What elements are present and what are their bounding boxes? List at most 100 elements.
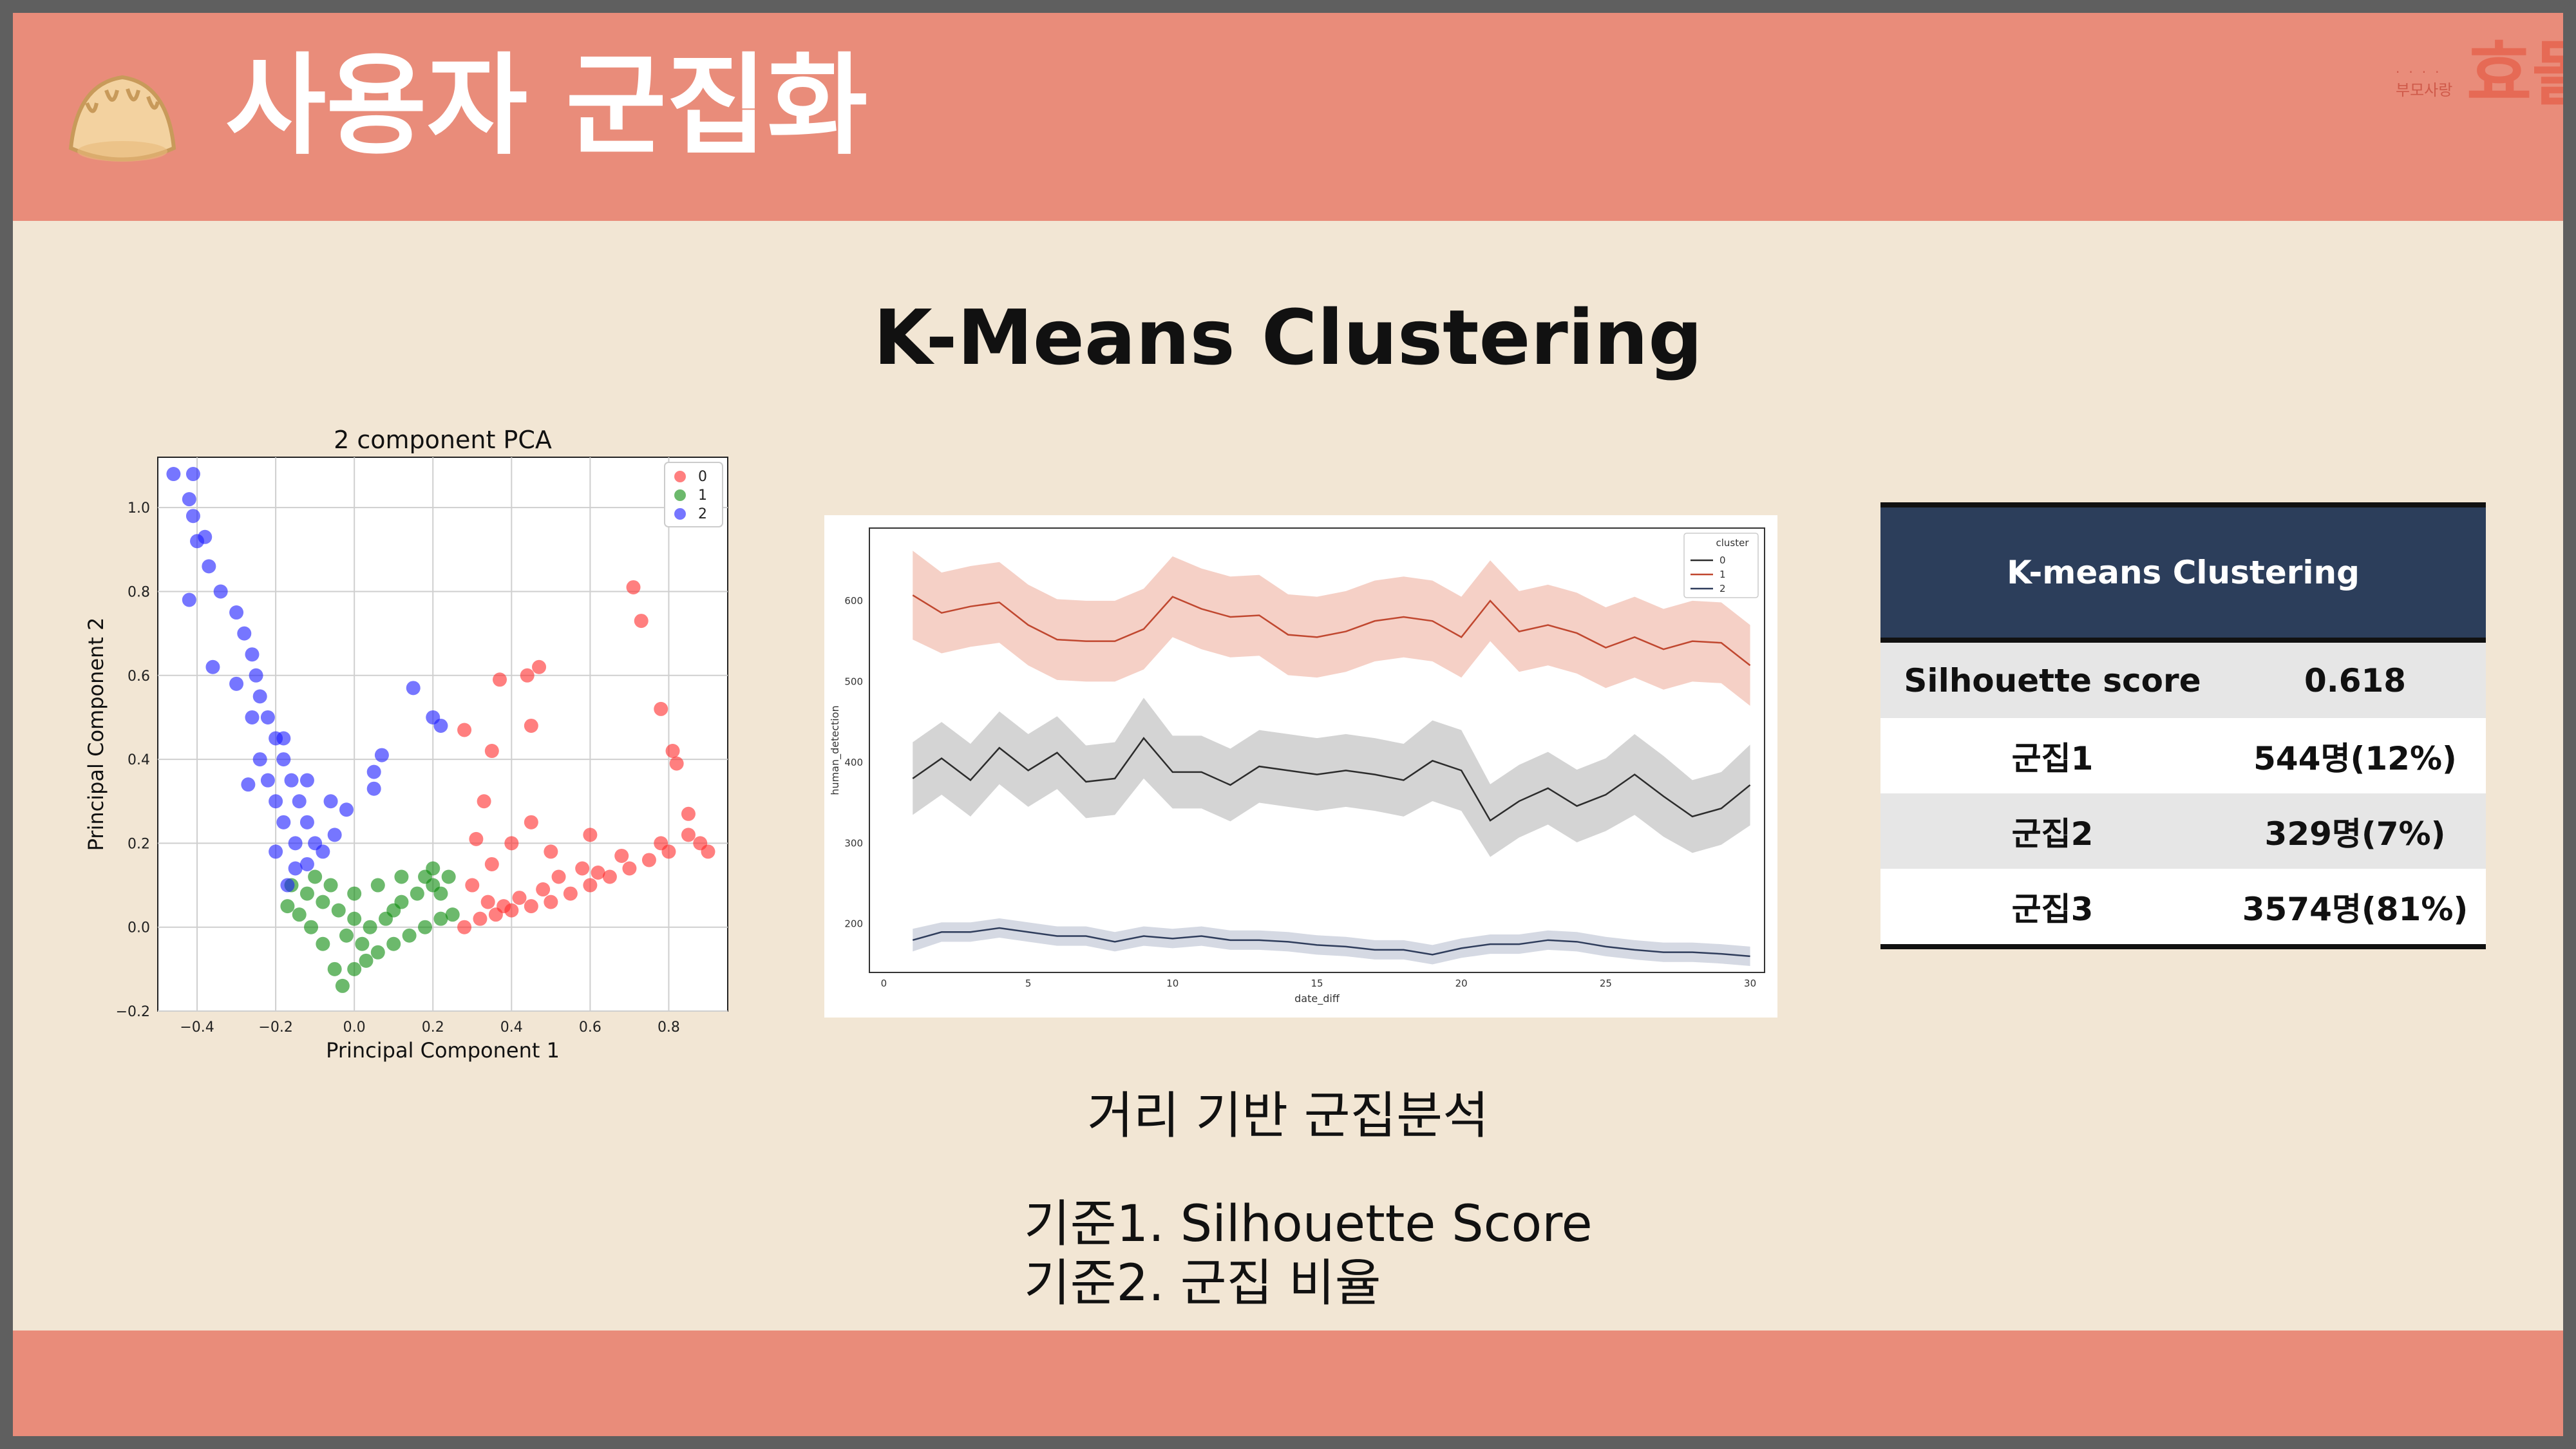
legend-marker [674, 489, 686, 501]
dumpling-icon [68, 75, 176, 162]
scatter-point-cluster-2 [299, 857, 314, 871]
table-header: K-means Clustering [1880, 502, 2486, 643]
y-tick-label: 200 [844, 918, 863, 930]
scatter-point-cluster-1 [433, 911, 448, 926]
scatter-point-cluster-2 [202, 559, 216, 574]
scatter-point-cluster-2 [280, 878, 295, 893]
scatter-point-cluster-1 [316, 895, 330, 909]
scatter-point-cluster-1 [394, 869, 409, 884]
scatter-point-cluster-2 [433, 718, 448, 733]
footer-bar [13, 1331, 2563, 1436]
scatter-point-cluster-2 [213, 584, 228, 599]
x-tick-label: −0.2 [258, 1019, 292, 1036]
scatter-point-cluster-0 [583, 878, 598, 893]
scatter-point-cluster-2 [260, 710, 275, 724]
scatter-point-cluster-0 [669, 756, 684, 771]
scatter-point-cluster-2 [366, 781, 381, 796]
scatter-point-cluster-1 [363, 920, 377, 934]
scatter-point-cluster-0 [634, 614, 649, 629]
scatter-point-cluster-0 [654, 701, 668, 716]
table-row-value: 0.618 [2224, 640, 2486, 718]
scatter-point-cluster-2 [205, 659, 220, 674]
x-axis-label: Principal Component 1 [326, 1038, 560, 1063]
chart-title: 2 component PCA [334, 426, 552, 454]
scatter-point-cluster-2 [229, 676, 244, 691]
x-tick-label: 20 [1455, 978, 1468, 989]
y-axis-label: human_detection [829, 705, 842, 795]
legend-box [1683, 533, 1759, 598]
scatter-point-cluster-1 [347, 886, 362, 901]
scatter-point-cluster-1 [304, 920, 319, 934]
criteria-list: 기준1. Silhouette Score 기준2. 군집 비율 [1024, 1195, 1593, 1313]
cluster-line-chart: 0 5 10 15 20 25 30 200 300 400 500 600 date_diff huma… [824, 515, 1777, 1018]
scatter-point-cluster-0 [480, 895, 495, 909]
scatter-point-cluster-2 [299, 773, 314, 788]
scatter-point-cluster-2 [323, 794, 338, 809]
scatter-point-cluster-0 [544, 895, 558, 909]
scatter-point-cluster-2 [269, 794, 283, 809]
y-tick-label: 0.2 [128, 836, 150, 852]
scatter-point-cluster-0 [524, 899, 538, 914]
table-row-label: 군집2 [1880, 793, 2225, 869]
y-tick-label: 0.8 [128, 584, 150, 600]
x-tick-label: −0.4 [180, 1019, 214, 1036]
scatter-point-cluster-0 [626, 580, 641, 594]
scatter-point-cluster-2 [288, 861, 303, 876]
scatter-point-cluster-1 [327, 961, 342, 976]
scatter-point-cluster-0 [465, 878, 480, 893]
table-row: 군집2 329명(7%) [1880, 793, 2486, 869]
series-line-cluster-0 [912, 737, 1751, 822]
confidence-band-cluster-2 [913, 918, 1750, 966]
scatter-point-cluster-0 [536, 882, 551, 897]
scatter-point-cluster-1 [418, 869, 433, 884]
scatter-point-cluster-0 [575, 861, 590, 876]
x-tick-label: 0.6 [579, 1019, 601, 1036]
scatter-point-cluster-1 [386, 936, 401, 951]
x-axis-label: date_diff [1294, 992, 1340, 1005]
slide: 사용자 군집화 ···· 부모사랑 효돌 K-Means Clustering … [13, 13, 2563, 1436]
x-tick-label: 30 [1744, 978, 1756, 989]
scatter-point-cluster-0 [583, 828, 598, 842]
scatter-point-cluster-1 [331, 903, 346, 918]
scatter-point-cluster-0 [544, 844, 558, 859]
scatter-point-cluster-2 [182, 492, 196, 507]
scatter-point-cluster-2 [252, 752, 267, 767]
scatter-point-cluster-2 [185, 467, 200, 482]
scatter-point-cluster-0 [563, 886, 578, 901]
pca-scatter-svg: −0.4 −0.2 0.0 0.2 0.4 0.6 0.8 −0.2 0.0 0.2 0.4 0.6 0… [84, 426, 728, 1063]
legend-label: 1 [698, 488, 707, 504]
scatter-point-cluster-2 [182, 592, 196, 607]
x-tick-label: 0.4 [500, 1019, 523, 1036]
table-row-value: 544명(12%) [2224, 718, 2486, 793]
scatter-point-cluster-1 [433, 886, 448, 901]
scatter-point-cluster-0 [622, 861, 637, 876]
scatter-point-cluster-2 [299, 815, 314, 829]
brand-dots: ···· [2396, 64, 2448, 80]
scatter-point-cluster-0 [532, 659, 547, 674]
x-tick-label: 0.8 [658, 1019, 680, 1036]
table-row: Silhouette score 0.618 [1880, 640, 2486, 718]
pca-scatter-chart: −0.4 −0.2 0.0 0.2 0.4 0.6 0.8 −0.2 0.0 0.2 0.4 0.6 0… [77, 412, 753, 1069]
legend-label: 0 [1719, 554, 1726, 566]
table-row-label: 군집1 [1880, 718, 2225, 793]
scatter-point-cluster-2 [284, 773, 299, 788]
scatter-point-cluster-0 [693, 836, 708, 851]
table-row: 군집1 544명(12%) [1880, 718, 2486, 793]
scatter-point-cluster-2 [241, 777, 256, 792]
scatter-point-cluster-1 [292, 907, 307, 922]
table-row-label: 군집3 [1880, 869, 2225, 949]
scatter-point-cluster-2 [229, 605, 244, 620]
x-tick-label: 15 [1311, 978, 1323, 989]
brand-logo: ···· 부모사랑 효돌 [2396, 32, 2563, 122]
scatter-point-cluster-1 [418, 920, 433, 934]
scatter-point-cluster-2 [374, 748, 389, 762]
scatter-point-cluster-1 [347, 911, 362, 926]
scatter-point-cluster-0 [524, 718, 538, 733]
x-tick-label: 5 [1025, 978, 1032, 989]
scatter-point-cluster-0 [681, 828, 696, 842]
y-tick-label: 0.4 [128, 752, 150, 768]
table-row-label: Silhouette score [1880, 640, 2225, 718]
scatter-point-cluster-2 [269, 844, 283, 859]
scatter-point-cluster-1 [370, 878, 385, 893]
method-note: 거리 기반 군집분석 [1087, 1087, 1489, 1145]
